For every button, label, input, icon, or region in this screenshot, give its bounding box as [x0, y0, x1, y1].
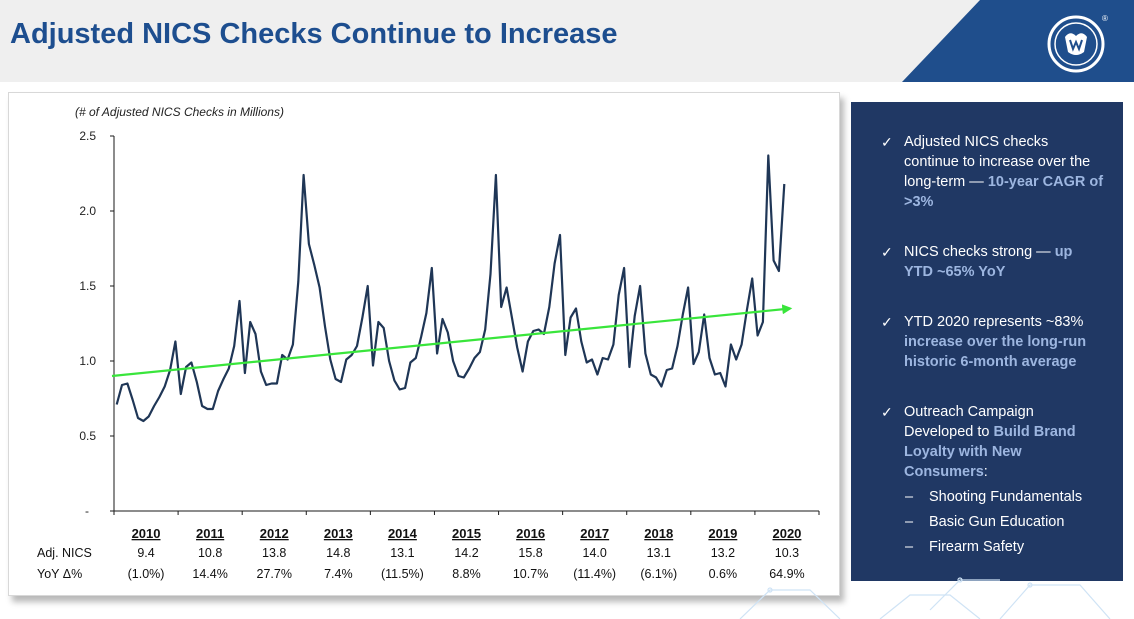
bullet-text: Adjusted NICS checks continue to increas… — [904, 134, 1091, 190]
table-cell: 9.4 — [137, 546, 154, 560]
panel-bullet-text: YTD 2020 represents ~83% increase over t… — [904, 312, 1104, 372]
year-labels: 2010 2011 2012 2013 2014 2015 2016 2017 2018 2019… — [132, 526, 802, 541]
panel-subitem: – Basic Gun Education — [905, 512, 1105, 532]
check-icon: ✓ — [881, 134, 893, 150]
table-cell: 13.1 — [647, 546, 671, 560]
bullet-text: NICS checks strong — — [904, 244, 1055, 260]
highlights-panel: ✓ Adjusted NICS checks continue to increa… — [851, 102, 1123, 581]
panel-subitem: – Shooting Fundamentals — [905, 487, 1105, 507]
table-cell: 13.2 — [711, 546, 735, 560]
bullet-highlight: Build Brand Loyalty with New Consumers — [904, 424, 1076, 480]
year-label: 2017 — [580, 526, 609, 541]
table-cell: 13.1 — [390, 546, 414, 560]
y-tick-label: 2.5 — [79, 129, 96, 143]
year-label: 2019 — [708, 526, 737, 541]
bullet-text: Outreach Campaign Developed to — [904, 404, 1034, 440]
dash-icon: – — [905, 489, 914, 505]
bullet-highlight: increase over the long-run historic 6-mo… — [904, 334, 1087, 370]
table-cell: 10.7% — [513, 567, 548, 581]
table-row-label: YoY Δ% — [37, 567, 82, 581]
year-label: 2015 — [452, 526, 481, 541]
year-label: 2011 — [196, 526, 224, 541]
table-cell: 27.7% — [257, 567, 292, 581]
decorative-pattern — [739, 577, 1111, 619]
subitem-label: Basic Gun Education — [929, 514, 1065, 530]
table-cell: 14.8 — [326, 546, 350, 560]
y-axis-ticks: - 0.5 1.0 1.5 2.0 2.5 — [79, 129, 114, 518]
subitem-label: Firearm Safety — [929, 539, 1025, 555]
table-cell: 14.2 — [454, 546, 478, 560]
year-label: 2014 — [388, 526, 418, 541]
panel-bullet-text: Adjusted NICS checks continue to increas… — [904, 132, 1104, 212]
y-tick-label: 1.5 — [79, 279, 96, 293]
dash-icon: – — [905, 539, 914, 555]
nics-line-chart: (# of Adjusted NICS Checks in Millions) … — [37, 105, 820, 581]
year-label: 2013 — [324, 526, 353, 541]
table-cell: 64.9% — [769, 567, 804, 581]
year-label: 2016 — [516, 526, 545, 541]
check-icon: ✓ — [881, 244, 893, 260]
panel-bullet-text: Outreach Campaign Developed to Build Bra… — [904, 402, 1104, 482]
data-table: Adj. NICS 9.4 10.8 13.8 14.8 13.1 14.2 15.8 14.0… — [37, 546, 805, 581]
page-title: Adjusted NICS Checks Continue to Increas… — [10, 18, 618, 50]
year-label: 2020 — [772, 526, 801, 541]
table-cell: 10.8 — [198, 546, 222, 560]
x-axis-ticks — [113, 511, 820, 515]
bullet-highlight: up YTD ~65% YoY — [904, 244, 1073, 280]
year-label: 2018 — [644, 526, 673, 541]
table-cell: 13.8 — [262, 546, 286, 560]
table-cell: 8.8% — [452, 567, 481, 581]
year-label: 2010 — [132, 526, 161, 541]
dash-icon: – — [905, 514, 914, 530]
year-label: 2012 — [260, 526, 289, 541]
smith-wesson-logo: ® — [1047, 14, 1108, 73]
series-line-adjusted-nics — [115, 154, 786, 423]
bullet-highlight: 10-year CAGR of >3% — [904, 174, 1104, 210]
y-tick-label: 2.0 — [79, 204, 96, 218]
panel-subitem: – Firearm Safety — [905, 537, 1105, 557]
table-cell: 15.8 — [518, 546, 542, 560]
table-cell: 10.3 — [775, 546, 799, 560]
bullet-tail: : — [983, 464, 988, 480]
table-cell: 0.6% — [709, 567, 738, 581]
table-cell: (11.5%) — [381, 567, 424, 581]
trend-arrow — [111, 304, 793, 378]
chart-card: (# of Adjusted NICS Checks in Millions) … — [8, 92, 840, 596]
y-tick-label: - — [85, 504, 89, 518]
panel-bullet-text: NICS checks strong — up YTD ~65% YoY — [904, 242, 1104, 282]
y-tick-label: 0.5 — [79, 429, 96, 443]
subitem-label: Shooting Fundamentals — [929, 489, 1083, 505]
bullet-text: YTD 2020 represents ~83% — [904, 314, 1084, 330]
y-tick-label: 1.0 — [79, 354, 96, 368]
y-axis-label: (# of Adjusted NICS Checks in Millions) — [75, 105, 284, 119]
table-cell: 14.4% — [192, 567, 227, 581]
table-cell: 7.4% — [324, 567, 353, 581]
registered-mark: ® — [1102, 14, 1108, 23]
table-cell: (11.4%) — [573, 567, 616, 581]
header-accent-shape — [902, 0, 1134, 82]
check-icon: ✓ — [881, 314, 893, 330]
table-cell: (6.1%) — [640, 567, 677, 581]
table-cell: (1.0%) — [128, 567, 165, 581]
table-row-label: Adj. NICS — [37, 546, 92, 560]
check-icon: ✓ — [881, 404, 893, 420]
table-cell: 14.0 — [583, 546, 607, 560]
